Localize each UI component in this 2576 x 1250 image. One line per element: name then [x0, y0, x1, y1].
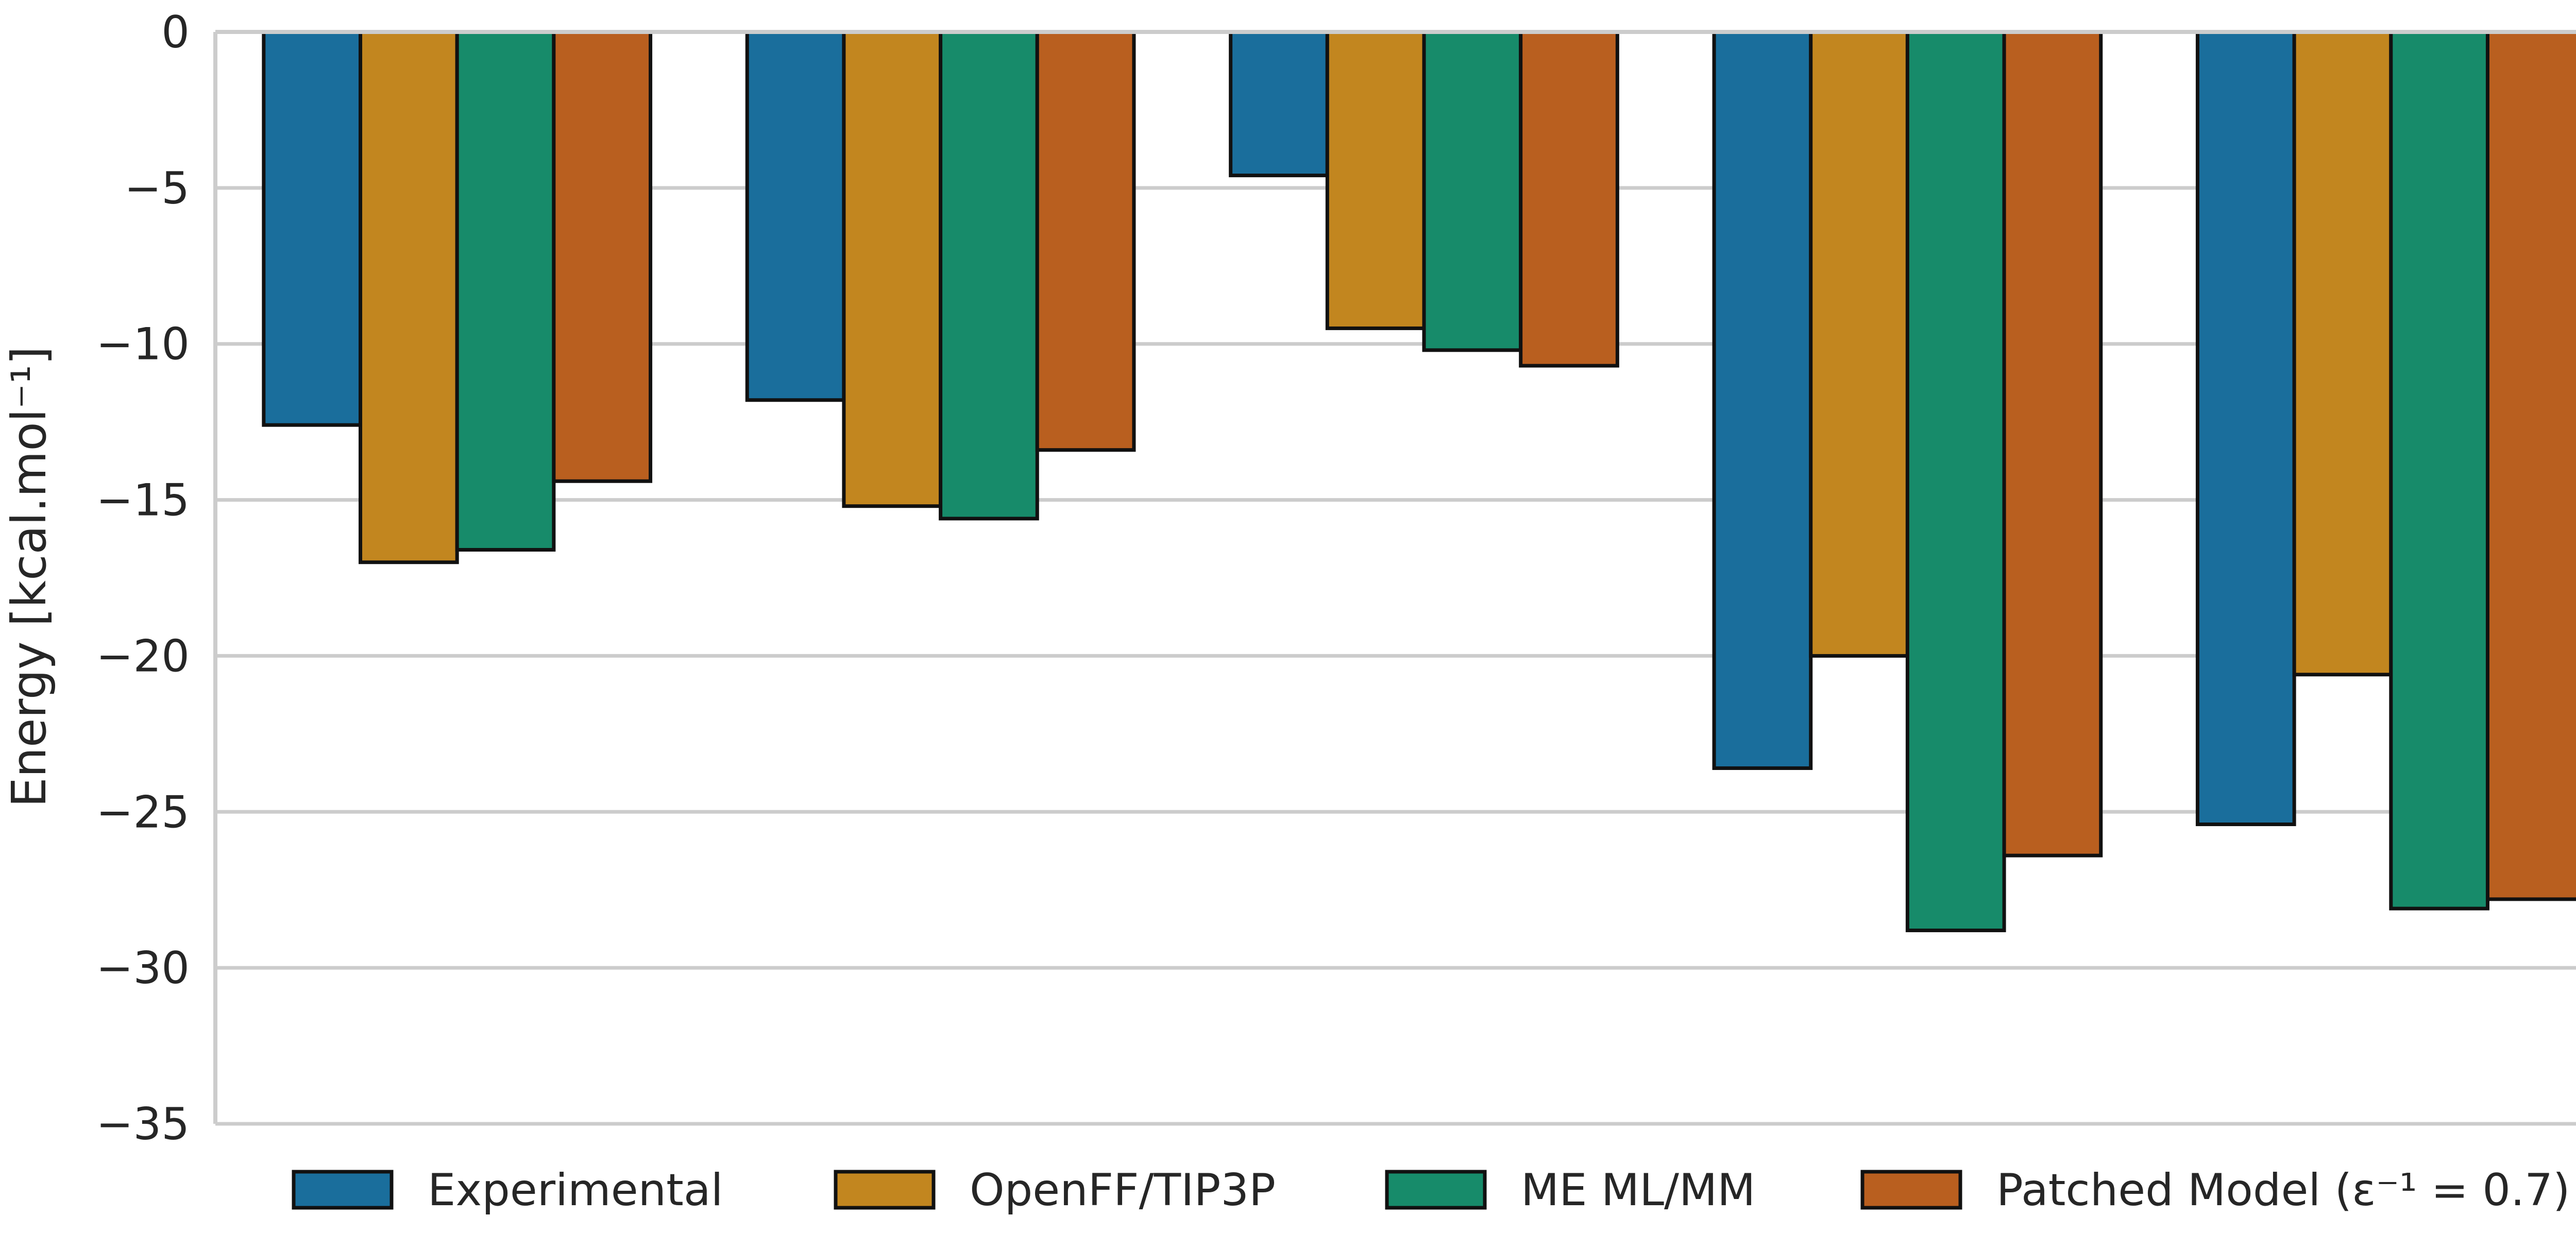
bar: [2389, 30, 2489, 911]
bar: [2292, 30, 2393, 677]
bar: [1325, 30, 1426, 330]
legend-label: OpenFF/TIP3P: [970, 1165, 1276, 1216]
bar: [1905, 30, 2006, 932]
legend-swatch: [292, 1170, 394, 1210]
bar: [939, 30, 1039, 521]
axes: [213, 30, 2576, 1124]
bars: [262, 30, 2576, 932]
bar: [1712, 30, 1813, 770]
y-axis-label: Energy [kcal.mol⁻¹]: [2, 346, 57, 807]
legend-swatch: [834, 1170, 936, 1210]
bar: [262, 30, 363, 427]
bar: [359, 30, 459, 564]
y-tick-label: −10: [96, 319, 190, 370]
bar: [1519, 30, 1619, 368]
y-tick-label: −35: [96, 1099, 190, 1150]
bar: [1035, 30, 1136, 452]
bar: [1809, 30, 1909, 658]
bar: [1229, 30, 1329, 178]
legend-label: ME ML/MM: [1521, 1165, 1755, 1216]
y-tick-label: −15: [96, 475, 190, 526]
y-tick-label: 0: [161, 7, 190, 58]
bar: [455, 30, 556, 552]
bar: [2002, 30, 2103, 858]
legend-label: Patched Model (ε⁻¹ = 0.7): [1996, 1165, 2570, 1216]
bar: [745, 30, 846, 402]
bar: [2195, 30, 2296, 827]
bar: [2485, 30, 2576, 901]
y-tick-label: −25: [96, 786, 190, 838]
legend-label: Experimental: [428, 1165, 723, 1216]
legend-swatch: [1860, 1170, 1962, 1210]
y-tick-label: −30: [96, 943, 190, 994]
y-tick-labels: 0 −5 −10 −15 −20 −25 −30 −35: [96, 7, 190, 1150]
legend: Experimental OpenFF/TIP3P ME ML/MM Patched …: [292, 1165, 2570, 1216]
bar: [842, 30, 943, 508]
y-tick-label: −20: [96, 630, 190, 682]
y-tick-label: −5: [124, 163, 190, 214]
legend-swatch: [1385, 1170, 1487, 1210]
bar: [1422, 30, 1523, 352]
bar: [552, 30, 653, 483]
